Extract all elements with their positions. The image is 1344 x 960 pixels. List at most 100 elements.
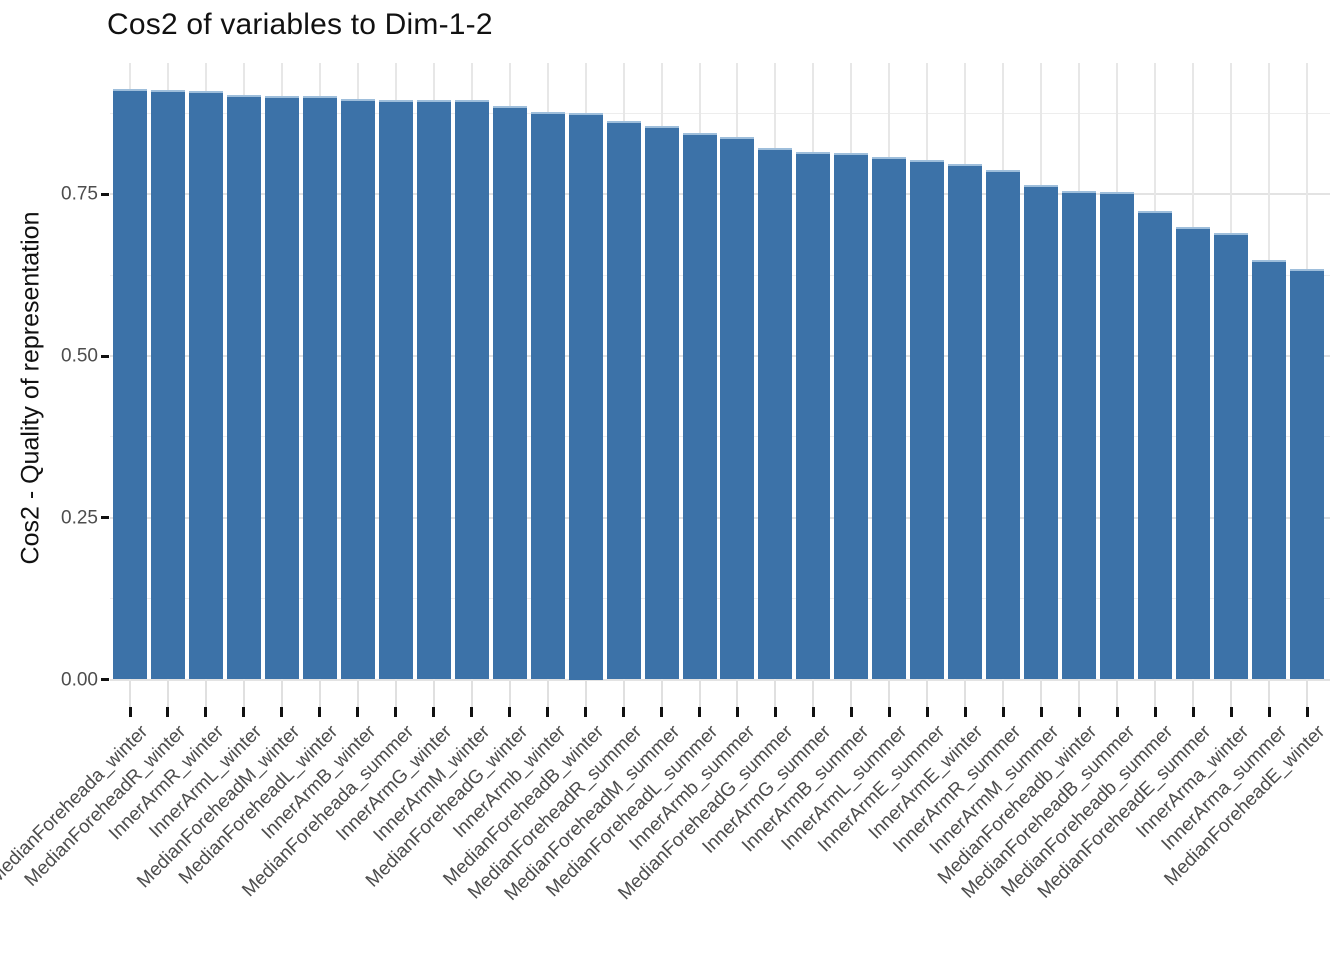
bar bbox=[226, 94, 261, 680]
bar bbox=[796, 152, 831, 680]
bar bbox=[340, 99, 375, 680]
x-axis-tick-stem bbox=[584, 680, 587, 707]
bar bbox=[113, 89, 147, 680]
x-axis-tick bbox=[963, 707, 967, 717]
x-axis-tick bbox=[242, 707, 246, 717]
x-axis-tick bbox=[1077, 707, 1081, 717]
y-tick-label: 0.25 bbox=[61, 507, 98, 529]
x-axis-tick bbox=[1229, 707, 1233, 717]
x-axis-tick-stem bbox=[736, 680, 739, 707]
x-axis-tick-stem bbox=[1192, 680, 1195, 707]
bar bbox=[1290, 269, 1324, 680]
x-axis-tick bbox=[432, 707, 436, 717]
x-axis-tick-stem bbox=[850, 680, 853, 707]
x-axis-tick bbox=[811, 707, 815, 717]
major-gridline bbox=[110, 355, 1330, 357]
x-axis-tick bbox=[660, 707, 664, 717]
bar bbox=[530, 112, 565, 680]
x-axis-tick-stem bbox=[356, 680, 359, 707]
bar bbox=[1138, 211, 1173, 680]
x-axis-tick-stem bbox=[394, 680, 397, 707]
bar bbox=[188, 91, 223, 680]
major-gridline bbox=[110, 516, 1330, 519]
x-axis-tick bbox=[698, 707, 702, 717]
bar bbox=[1100, 192, 1135, 680]
x-axis-tick-stem bbox=[1230, 680, 1233, 707]
x-axis-tick bbox=[1305, 707, 1309, 717]
minor-gridline bbox=[110, 274, 1330, 276]
bar bbox=[454, 100, 489, 680]
x-axis-tick-stem bbox=[1154, 680, 1157, 707]
bar bbox=[150, 90, 185, 680]
x-axis-tick bbox=[1153, 707, 1157, 717]
bar bbox=[416, 100, 451, 680]
bar bbox=[1176, 227, 1211, 680]
bar bbox=[1214, 233, 1249, 680]
y-axis-tick bbox=[101, 678, 109, 681]
x-axis-tick-stem bbox=[698, 680, 701, 707]
x-axis-tick bbox=[849, 707, 853, 717]
x-axis-tick bbox=[166, 707, 170, 717]
x-axis-tick-stem bbox=[926, 680, 929, 707]
x-axis-tick-stem bbox=[1040, 680, 1043, 707]
x-axis-tick-stem bbox=[964, 680, 967, 707]
bar bbox=[606, 121, 641, 680]
x-axis-tick-stem bbox=[546, 680, 549, 707]
x-axis-tick bbox=[394, 707, 398, 717]
x-axis-tick bbox=[356, 707, 360, 717]
bar bbox=[1024, 185, 1059, 680]
bar bbox=[1062, 191, 1097, 680]
bar bbox=[492, 106, 527, 680]
x-axis-tick bbox=[546, 707, 550, 717]
x-axis-tick-stem bbox=[1002, 680, 1005, 707]
x-axis-tick-stem bbox=[1116, 680, 1119, 707]
x-axis-tick-stem bbox=[622, 680, 625, 707]
x-axis-tick-stem bbox=[280, 680, 283, 707]
x-axis-tick-stem bbox=[1306, 680, 1308, 707]
x-axis-tick-stem bbox=[129, 680, 131, 707]
x-axis-tick bbox=[508, 707, 512, 717]
major-gridline bbox=[110, 678, 1330, 681]
x-axis-tick-stem bbox=[660, 680, 663, 707]
minor-gridline bbox=[110, 436, 1330, 438]
x-axis-tick bbox=[925, 707, 929, 717]
bar bbox=[568, 113, 603, 680]
x-axis-tick-stem bbox=[774, 680, 777, 707]
x-axis-tick bbox=[1267, 707, 1271, 717]
bar bbox=[644, 125, 679, 680]
x-axis-tick bbox=[622, 707, 626, 717]
chart-title: Cos2 of variables to Dim-1-2 bbox=[107, 8, 493, 41]
minor-gridline bbox=[110, 598, 1330, 600]
x-axis-tick bbox=[204, 707, 208, 717]
bar bbox=[302, 95, 337, 680]
x-axis-tick-stem bbox=[812, 680, 815, 707]
bar bbox=[758, 148, 793, 680]
y-axis-tick bbox=[101, 354, 109, 358]
bar bbox=[872, 156, 907, 680]
y-tick-label: 0.75 bbox=[61, 183, 98, 205]
bar bbox=[264, 95, 299, 680]
x-axis-tick bbox=[470, 707, 474, 717]
bar bbox=[720, 137, 755, 680]
x-axis-tick-stem bbox=[318, 680, 321, 707]
x-axis-tick bbox=[1001, 707, 1005, 717]
bar bbox=[834, 153, 869, 680]
y-tick-label: 0.00 bbox=[61, 669, 98, 690]
bar bbox=[682, 132, 717, 680]
x-axis-tick bbox=[128, 707, 132, 717]
y-tick-label: 0.50 bbox=[61, 345, 98, 367]
y-axis-tick bbox=[101, 516, 109, 520]
x-axis-tick-stem bbox=[888, 680, 891, 707]
major-gridline bbox=[110, 193, 1330, 196]
x-axis-tick bbox=[887, 707, 891, 717]
x-axis-tick bbox=[1191, 707, 1195, 717]
x-axis-tick-stem bbox=[432, 680, 435, 707]
minor-gridline bbox=[110, 112, 1330, 114]
x-axis-tick-stem bbox=[166, 680, 169, 707]
x-axis-tick bbox=[584, 707, 588, 717]
x-axis-tick-stem bbox=[1268, 680, 1271, 707]
x-axis-tick bbox=[1115, 707, 1119, 717]
x-axis-tick bbox=[318, 707, 322, 717]
